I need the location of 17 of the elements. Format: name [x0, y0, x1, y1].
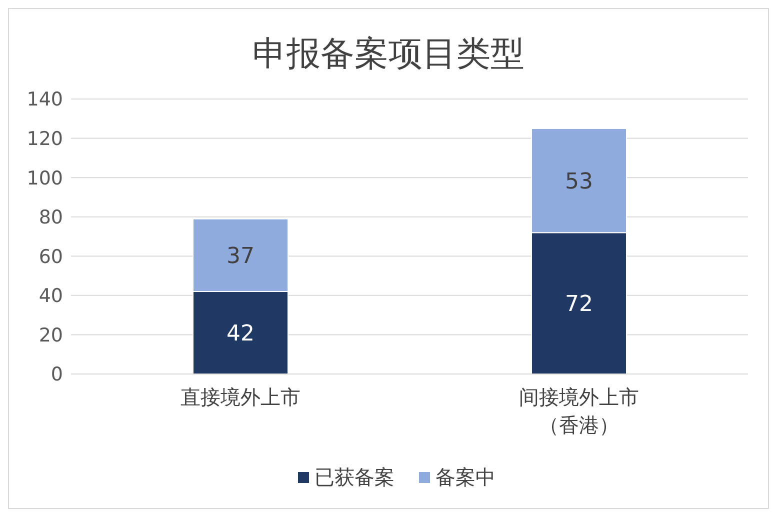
x-tick-label: 直接境外上市 [180, 385, 300, 409]
chart-title: 申报备案项目类型 [252, 33, 526, 76]
legend-label: 备案中 [434, 464, 496, 491]
y-tick-label: 60 [38, 246, 63, 268]
data-label: 37 [226, 244, 254, 269]
y-tick-label: 40 [38, 285, 63, 308]
y-tick-label: 20 [38, 324, 63, 346]
y-tick-label: 80 [38, 206, 63, 229]
y-tick-label: 0 [50, 364, 63, 386]
data-label: 72 [565, 292, 593, 318]
y-tick-label: 120 [26, 128, 63, 150]
data-label: 42 [226, 322, 254, 347]
y-tick-label: 100 [26, 167, 63, 190]
y-tick-label: 140 [26, 88, 63, 111]
legend-label: 已获备案 [314, 464, 394, 491]
data-label: 53 [565, 169, 593, 194]
x-tick-label: 间接境外上市（香港） [518, 385, 639, 437]
